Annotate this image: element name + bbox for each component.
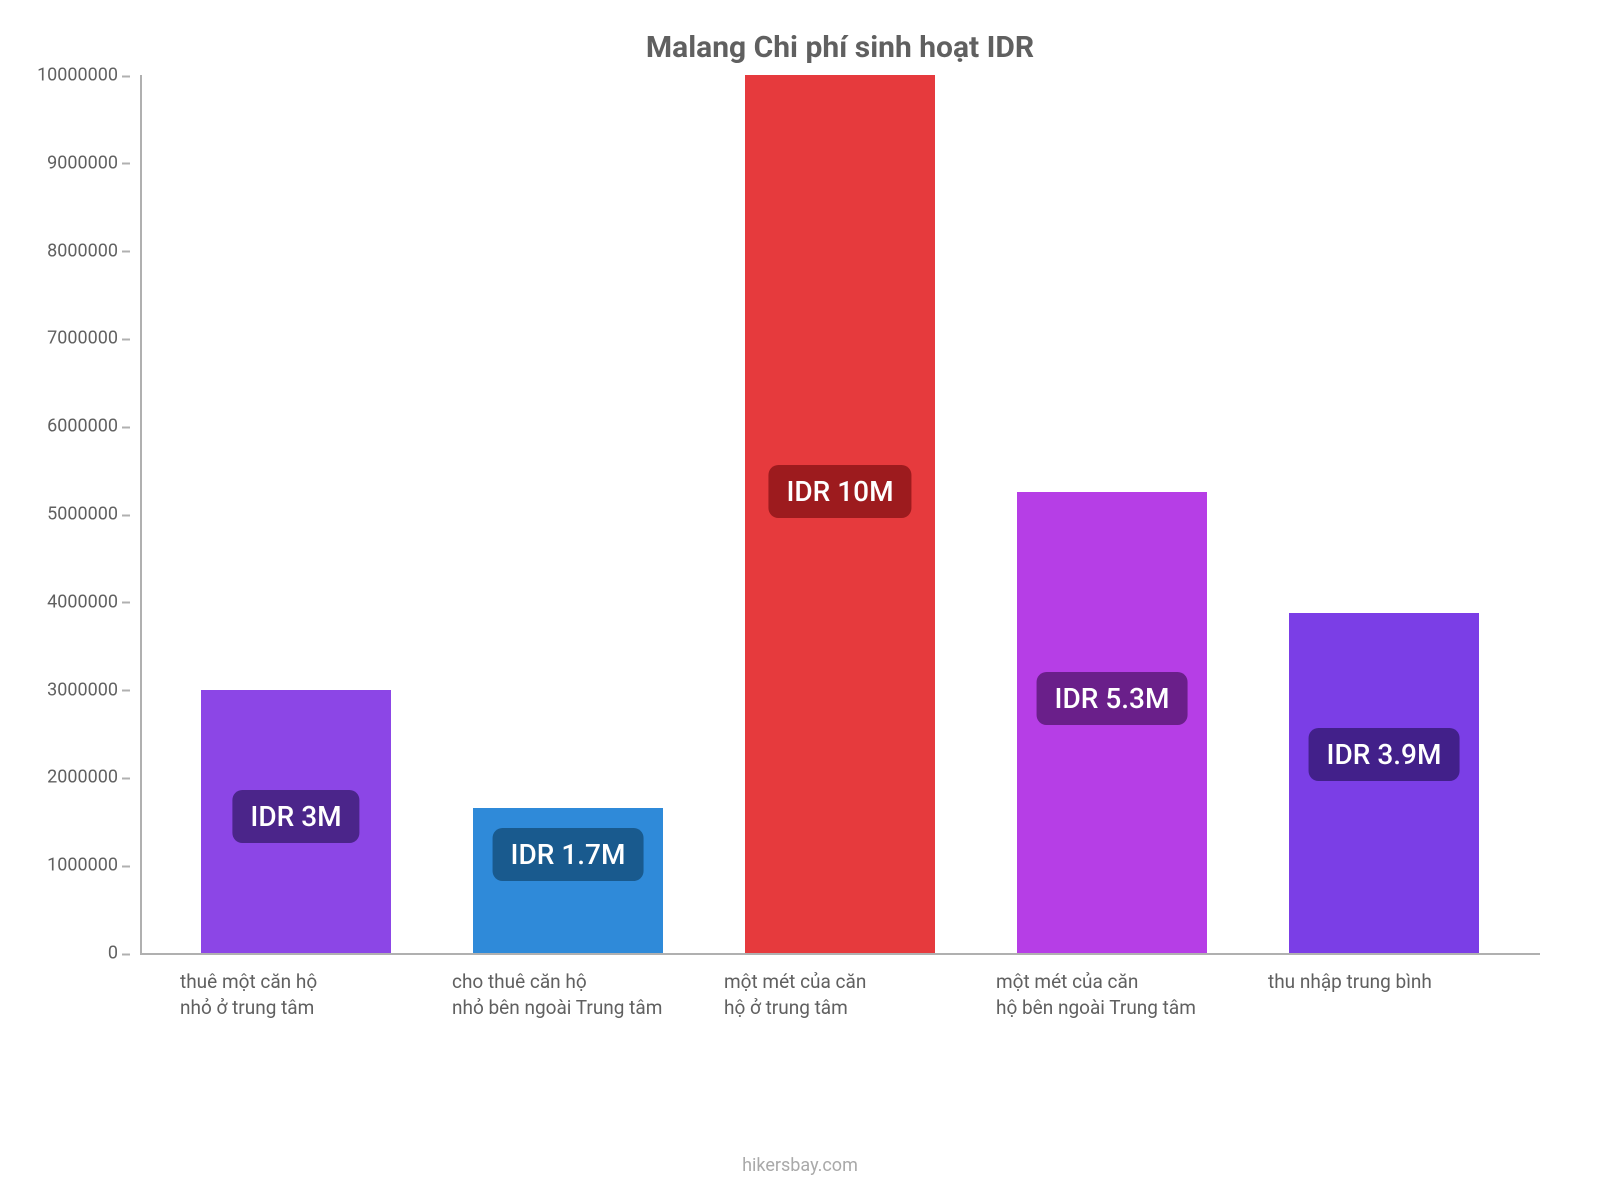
value-badge: IDR 5.3M bbox=[1037, 672, 1188, 725]
x-label: một mét của cănhộ ở trung tâm bbox=[704, 969, 976, 1020]
bar-slot: IDR 3.9M bbox=[1248, 75, 1520, 953]
x-label: cho thuê căn hộnhỏ bên ngoài Trung tâm bbox=[432, 969, 704, 1020]
bar-slot: IDR 10M bbox=[704, 75, 976, 953]
attribution-text: hikersbay.com bbox=[0, 1155, 1600, 1176]
bar-slot: IDR 3M bbox=[160, 75, 432, 953]
y-tick: 0 bbox=[108, 943, 118, 964]
y-tick: 5000000 bbox=[47, 504, 118, 525]
y-tick: 1000000 bbox=[47, 855, 118, 876]
bar: IDR 1.7M bbox=[473, 808, 663, 953]
value-badge: IDR 10M bbox=[768, 465, 911, 518]
bar-slot: IDR 5.3M bbox=[976, 75, 1248, 953]
bar: IDR 3.9M bbox=[1289, 613, 1479, 953]
value-badge: IDR 3.9M bbox=[1309, 728, 1460, 781]
y-tick: 9000000 bbox=[47, 152, 118, 173]
x-axis-labels: thuê một căn hộnhỏ ở trung tâmcho thuê c… bbox=[140, 955, 1540, 1020]
bar: IDR 10M bbox=[745, 75, 935, 953]
y-tick: 6000000 bbox=[47, 416, 118, 437]
plot-area: 0100000020000003000000400000050000006000… bbox=[140, 75, 1540, 955]
y-tick: 7000000 bbox=[47, 328, 118, 349]
y-tick: 10000000 bbox=[37, 65, 118, 86]
x-label: một mét của cănhộ bên ngoài Trung tâm bbox=[976, 969, 1248, 1020]
value-badge: IDR 3M bbox=[232, 790, 359, 843]
y-tick: 8000000 bbox=[47, 240, 118, 261]
chart-container: Malang Chi phí sinh hoạt IDR 01000000200… bbox=[0, 0, 1600, 1200]
x-label: thu nhập trung bình bbox=[1248, 969, 1520, 1020]
bars-group: IDR 3M IDR 1.7M IDR 10M IDR 5.3M IDR 3.9M bbox=[140, 75, 1540, 953]
value-badge: IDR 1.7M bbox=[493, 828, 644, 881]
bar: IDR 5.3M bbox=[1017, 492, 1207, 953]
bar-slot: IDR 1.7M bbox=[432, 75, 704, 953]
y-tick: 3000000 bbox=[47, 679, 118, 700]
y-tick: 4000000 bbox=[47, 591, 118, 612]
bar: IDR 3M bbox=[201, 690, 391, 953]
y-tick: 2000000 bbox=[47, 767, 118, 788]
chart-title: Malang Chi phí sinh hoạt IDR bbox=[140, 30, 1540, 65]
x-label: thuê một căn hộnhỏ ở trung tâm bbox=[160, 969, 432, 1020]
